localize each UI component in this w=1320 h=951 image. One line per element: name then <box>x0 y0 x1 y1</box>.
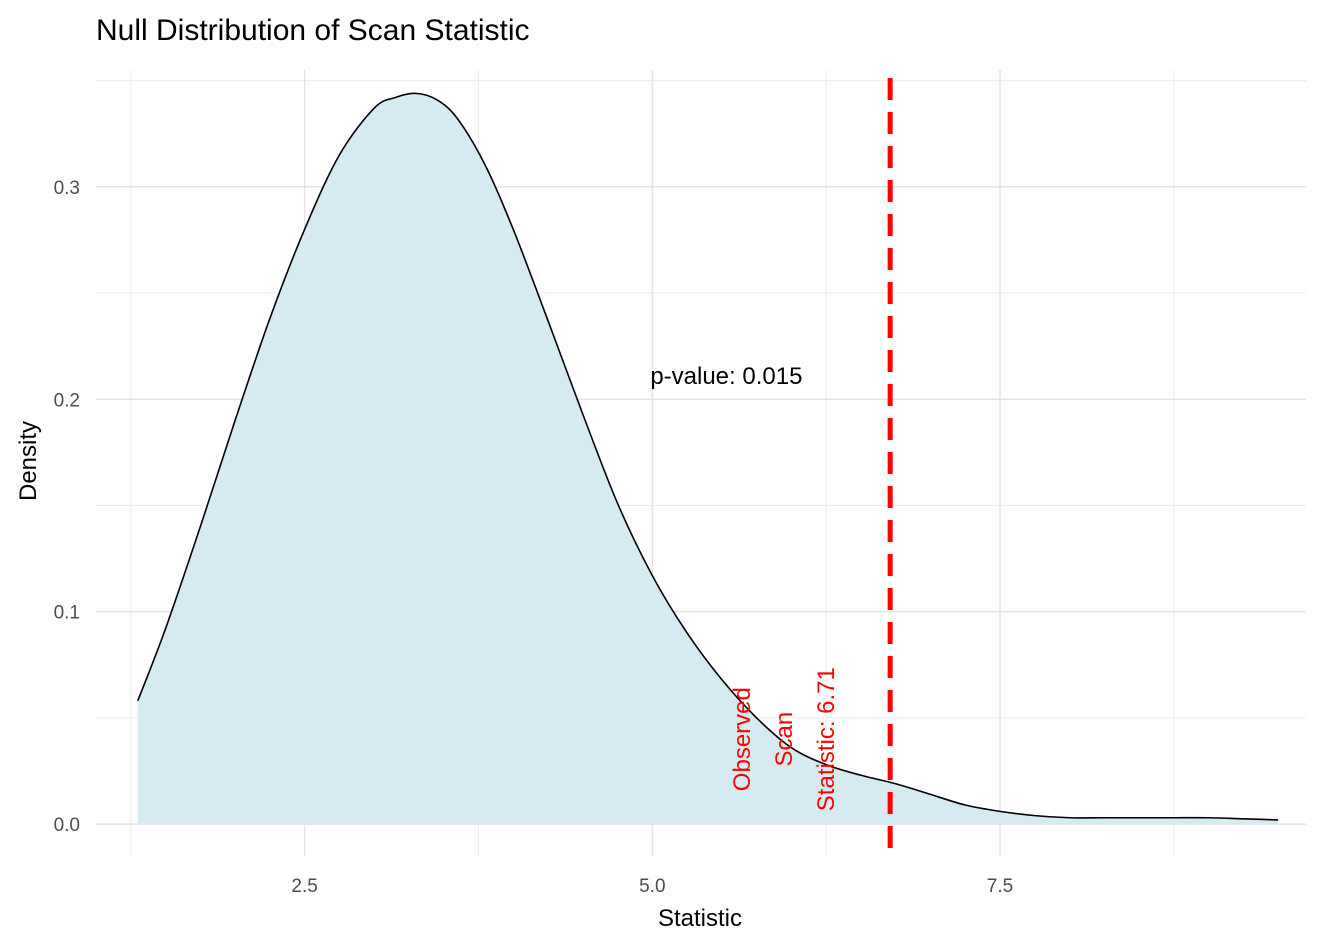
y-tick-label-3: 0.3 <box>54 178 80 199</box>
x-tick-label-0: 2.5 <box>291 876 317 897</box>
density-area-fill <box>137 93 1279 825</box>
x-tick-label-2: 7.5 <box>987 876 1013 897</box>
density-curve-line <box>136 92 1279 821</box>
y-tick-label-2: 0.2 <box>54 390 80 411</box>
y-tick-label-0: 0.0 <box>54 815 80 836</box>
p-value-annotation: p-value: 0.015 <box>650 363 802 390</box>
observed-label-line-0: Observed <box>729 687 756 791</box>
chart-title: Null Distribution of Scan Statistic <box>96 14 530 47</box>
observed-label-group: Observed Scan Statistic: 6.71 <box>729 667 840 811</box>
x-tick-label-1: 5.0 <box>639 876 665 897</box>
observed-label-line-2: Statistic: 6.71 <box>813 667 840 811</box>
area-layer <box>136 92 1279 825</box>
y-axis-label: Density <box>15 421 42 501</box>
tick-layer: 2.5 5.0 7.5 0.0 0.1 0.2 0.3 <box>54 178 1014 897</box>
y-tick-label-1: 0.1 <box>54 603 80 624</box>
x-axis-label: Statistic <box>658 905 742 932</box>
observed-label-line-1: Scan <box>771 712 798 767</box>
